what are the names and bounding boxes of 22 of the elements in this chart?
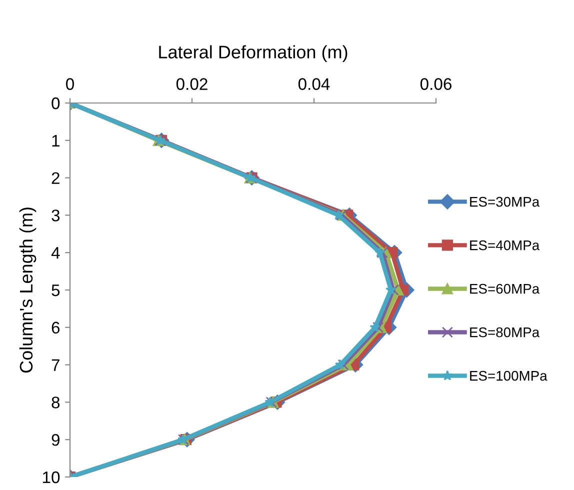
y-tick-label: 6 — [52, 322, 60, 334]
x-tick-label: 0.06 — [420, 78, 452, 90]
y-tick-label: 10 — [43, 471, 60, 484]
y-tick-label: 2 — [52, 172, 60, 184]
legend-label: ES=60MPa — [470, 284, 540, 294]
y-tick-label: 5 — [52, 284, 60, 296]
legend-label: ES=40MPa — [470, 240, 540, 250]
y-tick-label: 0 — [52, 97, 60, 110]
y-tick-label: 4 — [51, 247, 60, 259]
legend-label: ES=30MPa — [470, 196, 540, 207]
y-tick-label: 7 — [52, 359, 60, 371]
x-tick-label: 0.02 — [176, 78, 208, 90]
x-axis-title: Lateral Deformation (m) — [159, 45, 348, 62]
y-axis-title: Column's Length (m) — [19, 208, 36, 373]
legend-label: ES=80MPa — [470, 327, 540, 338]
y-tick-label: 8 — [52, 396, 60, 408]
x-tick-label: 0.04 — [298, 78, 330, 90]
x-tick-label: 0 — [66, 78, 74, 90]
legend-label: ES=100MPa — [470, 370, 548, 381]
y-tick-label: 1 — [52, 134, 60, 146]
y-tick-label: 3 — [52, 210, 60, 222]
y-tick-label: 9 — [52, 434, 60, 446]
